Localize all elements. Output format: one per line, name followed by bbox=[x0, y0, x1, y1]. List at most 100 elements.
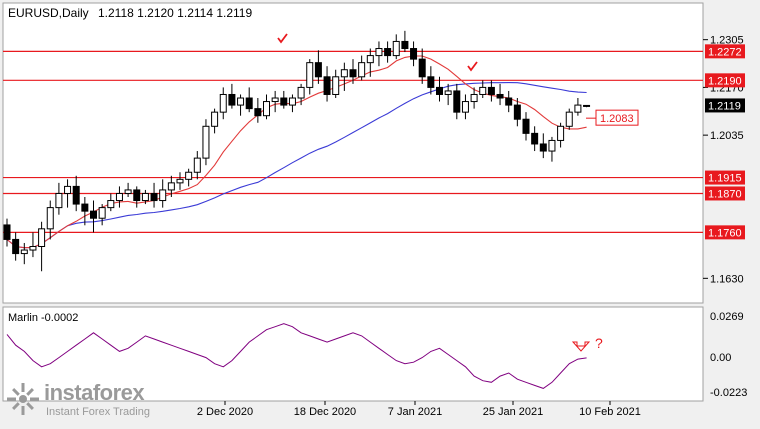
x-axis-label: 2 Dec 2020 bbox=[197, 406, 253, 418]
price-level-tag bbox=[705, 44, 745, 59]
price-level-tag bbox=[705, 186, 745, 201]
candle-body bbox=[202, 125, 210, 159]
check-mark-icon bbox=[277, 33, 288, 44]
price-level-label: 1.2272 bbox=[708, 46, 742, 58]
candle-body bbox=[81, 203, 89, 212]
price-level-label: 1.1760 bbox=[708, 227, 742, 239]
candle-body bbox=[557, 125, 565, 141]
candle-body bbox=[185, 171, 193, 180]
price-level-tag bbox=[705, 170, 745, 185]
candle-body bbox=[436, 86, 443, 95]
candle-body bbox=[522, 118, 530, 134]
price-level-tag bbox=[705, 73, 745, 88]
indicator-scale-label: 0.00 bbox=[710, 352, 731, 364]
watermark-subtitle: Instant Forex Trading bbox=[46, 406, 150, 418]
candle-body bbox=[124, 189, 132, 194]
candle-body bbox=[539, 143, 547, 152]
candle-body bbox=[358, 62, 366, 78]
x-axis-label: 25 Jan 2021 bbox=[483, 406, 544, 418]
candle-body bbox=[418, 58, 426, 78]
watermark-brand: instaforex bbox=[44, 380, 145, 405]
candle-body bbox=[375, 48, 383, 57]
candle-body bbox=[38, 228, 46, 248]
price-level-label: 1.1915 bbox=[708, 173, 742, 185]
candle-body bbox=[193, 157, 201, 173]
candle-body bbox=[280, 97, 288, 106]
candle-body bbox=[410, 48, 418, 60]
instaforex-logo-icon bbox=[7, 383, 39, 415]
candle-body bbox=[401, 40, 409, 50]
candle-body bbox=[453, 90, 461, 113]
indicator-label: Marlin -0.0002 bbox=[8, 312, 78, 324]
candle-body bbox=[366, 55, 374, 64]
candle-body bbox=[176, 178, 184, 184]
candle-body bbox=[479, 86, 487, 95]
ma-red-line bbox=[6, 55, 587, 249]
current-price-tag bbox=[705, 98, 745, 113]
candle-body bbox=[565, 111, 573, 127]
candle-body bbox=[513, 104, 521, 120]
price-level-label: 1.1870 bbox=[708, 188, 742, 200]
candle-body bbox=[487, 86, 495, 95]
candle-body bbox=[332, 76, 340, 95]
candle-body bbox=[271, 97, 279, 103]
candle-body bbox=[427, 76, 435, 88]
y-axis-label: 1.1630 bbox=[710, 273, 744, 285]
blue-ma-label: 1.2083 bbox=[600, 113, 634, 125]
indicator-scale-label: 0.0269 bbox=[710, 311, 744, 323]
candle-body bbox=[583, 104, 591, 107]
candle-body bbox=[98, 207, 106, 219]
candle-body bbox=[64, 185, 72, 194]
candle-body bbox=[574, 104, 582, 113]
x-axis-label: 18 Dec 2020 bbox=[294, 406, 356, 418]
x-axis-label: 10 Feb 2021 bbox=[579, 406, 641, 418]
candle-body bbox=[211, 111, 219, 127]
y-axis-label: 1.2035 bbox=[710, 130, 744, 142]
question-mark: ? bbox=[595, 335, 603, 351]
candle-body bbox=[167, 182, 175, 191]
candle-body bbox=[444, 90, 452, 95]
chart-ohlc: 1.2118 1.2120 1.2114 1.2119 bbox=[98, 6, 252, 20]
check-mark-icon bbox=[467, 61, 478, 72]
candle-body bbox=[531, 132, 539, 145]
candle-body bbox=[115, 192, 123, 202]
marlin-line bbox=[6, 323, 587, 389]
candle-body bbox=[90, 210, 97, 219]
candle-body bbox=[496, 93, 504, 99]
candle-body bbox=[159, 189, 167, 202]
candle-body bbox=[461, 101, 469, 113]
candle-body bbox=[349, 69, 357, 78]
candle-body bbox=[46, 207, 54, 230]
candle-body bbox=[12, 238, 20, 255]
candle-body bbox=[306, 62, 314, 88]
candle-body bbox=[29, 246, 37, 251]
watermark: instaforex Instant Forex Trading bbox=[4, 380, 180, 422]
candle-body bbox=[254, 108, 262, 117]
candle-body bbox=[20, 249, 28, 255]
indicator-scale-label: -0.0223 bbox=[710, 387, 747, 399]
x-axis-label: 7 Jan 2021 bbox=[388, 406, 442, 418]
candle-body bbox=[72, 185, 80, 205]
candle-body bbox=[237, 97, 245, 106]
candle-body bbox=[55, 192, 63, 209]
candle-body bbox=[133, 189, 141, 202]
candle-body bbox=[470, 93, 478, 103]
candle-body bbox=[548, 139, 556, 152]
candle-body bbox=[288, 97, 296, 106]
candle-body bbox=[141, 192, 149, 202]
price-level-tag bbox=[705, 225, 745, 240]
y-axis-label: 1.2305 bbox=[710, 35, 744, 47]
candle-body bbox=[323, 76, 331, 95]
candle-body bbox=[297, 86, 305, 99]
price-level-label: 1.2190 bbox=[708, 75, 742, 87]
current-price-label: 1.2119 bbox=[708, 100, 741, 112]
candle-body bbox=[150, 192, 158, 202]
candle-body bbox=[219, 93, 227, 113]
candle-body bbox=[3, 224, 11, 240]
candle-body bbox=[384, 48, 392, 57]
candle-body bbox=[314, 62, 322, 78]
chart-symbol: EURUSD,Daily bbox=[8, 6, 89, 20]
candle-body bbox=[107, 200, 115, 209]
